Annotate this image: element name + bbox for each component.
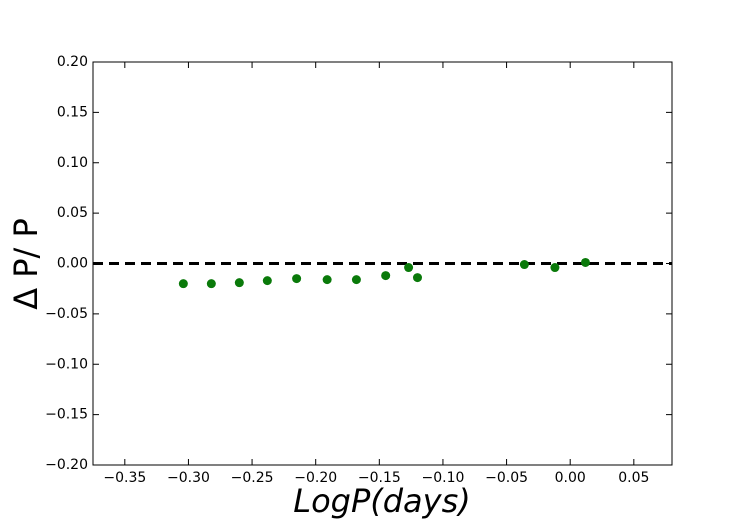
point <box>550 263 560 273</box>
point <box>580 257 590 267</box>
x-tick-label: 0.00 <box>555 470 586 486</box>
point <box>262 276 272 286</box>
y-tick-label: −0.15 <box>45 407 88 423</box>
y-tick-label: −0.05 <box>45 306 88 322</box>
x-tick-label: −0.35 <box>103 470 146 486</box>
x-tick-label: −0.25 <box>231 470 274 486</box>
y-tick-label: −0.10 <box>45 356 88 372</box>
point <box>519 260 529 270</box>
point <box>322 275 332 285</box>
x-tick-label: −0.10 <box>421 470 464 486</box>
y-tick-label: 0.15 <box>57 104 88 120</box>
x-tick-label: −0.15 <box>358 470 401 486</box>
point <box>381 271 391 281</box>
x-tick-label: −0.05 <box>485 470 528 486</box>
y-tick-label: −0.20 <box>45 457 88 473</box>
point <box>234 278 244 288</box>
x-tick-label: −0.20 <box>294 470 337 486</box>
y-axis-label: Δ P/ P <box>7 218 45 310</box>
y-tick-label: 0.05 <box>57 205 88 221</box>
y-tick-label: 0.20 <box>57 54 88 70</box>
point <box>292 274 302 284</box>
point <box>206 279 216 289</box>
point <box>351 275 361 285</box>
y-tick-label: 0.10 <box>57 155 88 171</box>
x-axis-label: LogP(days) <box>293 482 471 520</box>
point <box>404 263 414 273</box>
point <box>412 273 422 283</box>
point <box>178 279 188 289</box>
x-tick-label: 0.05 <box>618 470 649 486</box>
x-tick-label: −0.30 <box>167 470 210 486</box>
y-tick-label: 0.00 <box>57 256 88 272</box>
